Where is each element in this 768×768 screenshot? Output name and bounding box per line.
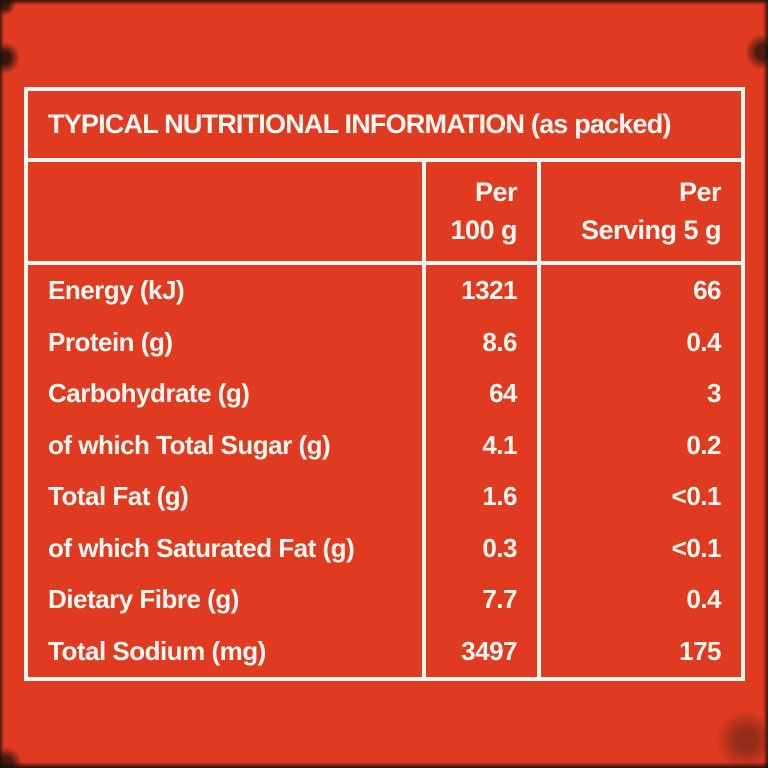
table-row-total-sugar: of which Total Sugar (g) 4.1 0.2 [28, 419, 741, 471]
header-per-100g-line1: Per [474, 177, 518, 208]
table-row-energy: Energy (kJ) 1321 66 [28, 265, 741, 317]
row-label: of which Saturated Fat (g) [48, 532, 355, 563]
value-per-serving: <0.1 [537, 522, 741, 574]
table-row-carbohydrate: Carbohydrate (g) 64 3 [28, 368, 741, 420]
table-row-dietary-fibre: Dietary Fibre (g) 7.7 0.4 [28, 574, 741, 626]
value-per-100g: 7.7 [422, 574, 537, 626]
value-per-serving: 66 [537, 265, 741, 317]
header-cell-empty [28, 162, 422, 261]
header-cell-per-serving: Per Serving 5 g [537, 162, 741, 261]
value-per-100g: 0.3 [422, 522, 537, 574]
table-row-saturated-fat: of which Saturated Fat (g) 0.3 <0.1 [28, 522, 741, 574]
value-per-100g: 8.6 [422, 316, 537, 368]
header-per-serving-line1: Per [678, 177, 722, 208]
header-per-serving-line2: Serving 5 g [580, 214, 722, 245]
value-per-100g: 1.6 [422, 471, 537, 523]
table-row-protein: Protein (g) 8.6 0.4 [28, 316, 741, 368]
value-per-serving: 0.4 [537, 574, 741, 626]
row-label: Energy (kJ) [48, 275, 185, 306]
value-per-serving: 175 [537, 625, 741, 677]
row-label: Dietary Fibre (g) [48, 584, 239, 615]
row-label: Total Fat (g) [48, 481, 189, 512]
value-per-100g: 4.1 [422, 419, 537, 471]
table-header-row: Per 100 g Per Serving 5 g [28, 162, 741, 265]
value-per-100g: 64 [422, 368, 537, 420]
value-per-100g: 3497 [422, 625, 537, 677]
value-per-100g: 1321 [422, 265, 537, 317]
row-label: Carbohydrate (g) [48, 378, 250, 409]
value-per-serving: <0.1 [537, 471, 741, 523]
table-title: TYPICAL NUTRITIONAL INFORMATION (as pack… [28, 91, 741, 162]
table-row-total-sodium: Total Sodium (mg) 3497 175 [28, 625, 741, 677]
row-label: of which Total Sugar (g) [48, 429, 331, 460]
value-per-serving: 3 [537, 368, 741, 420]
table-row-total-fat: Total Fat (g) 1.6 <0.1 [28, 471, 741, 523]
header-per-100g-line2: 100 g [450, 214, 517, 245]
nutrition-table: TYPICAL NUTRITIONAL INFORMATION (as pack… [24, 87, 745, 681]
header-cell-per-100g: Per 100 g [422, 162, 537, 261]
value-per-serving: 0.4 [537, 316, 741, 368]
row-label: Protein (g) [48, 326, 173, 357]
table-body: Energy (kJ) 1321 66 Protein (g) 8.6 0.4 … [28, 265, 741, 677]
row-label: Total Sodium (mg) [48, 635, 266, 666]
value-per-serving: 0.2 [537, 419, 741, 471]
